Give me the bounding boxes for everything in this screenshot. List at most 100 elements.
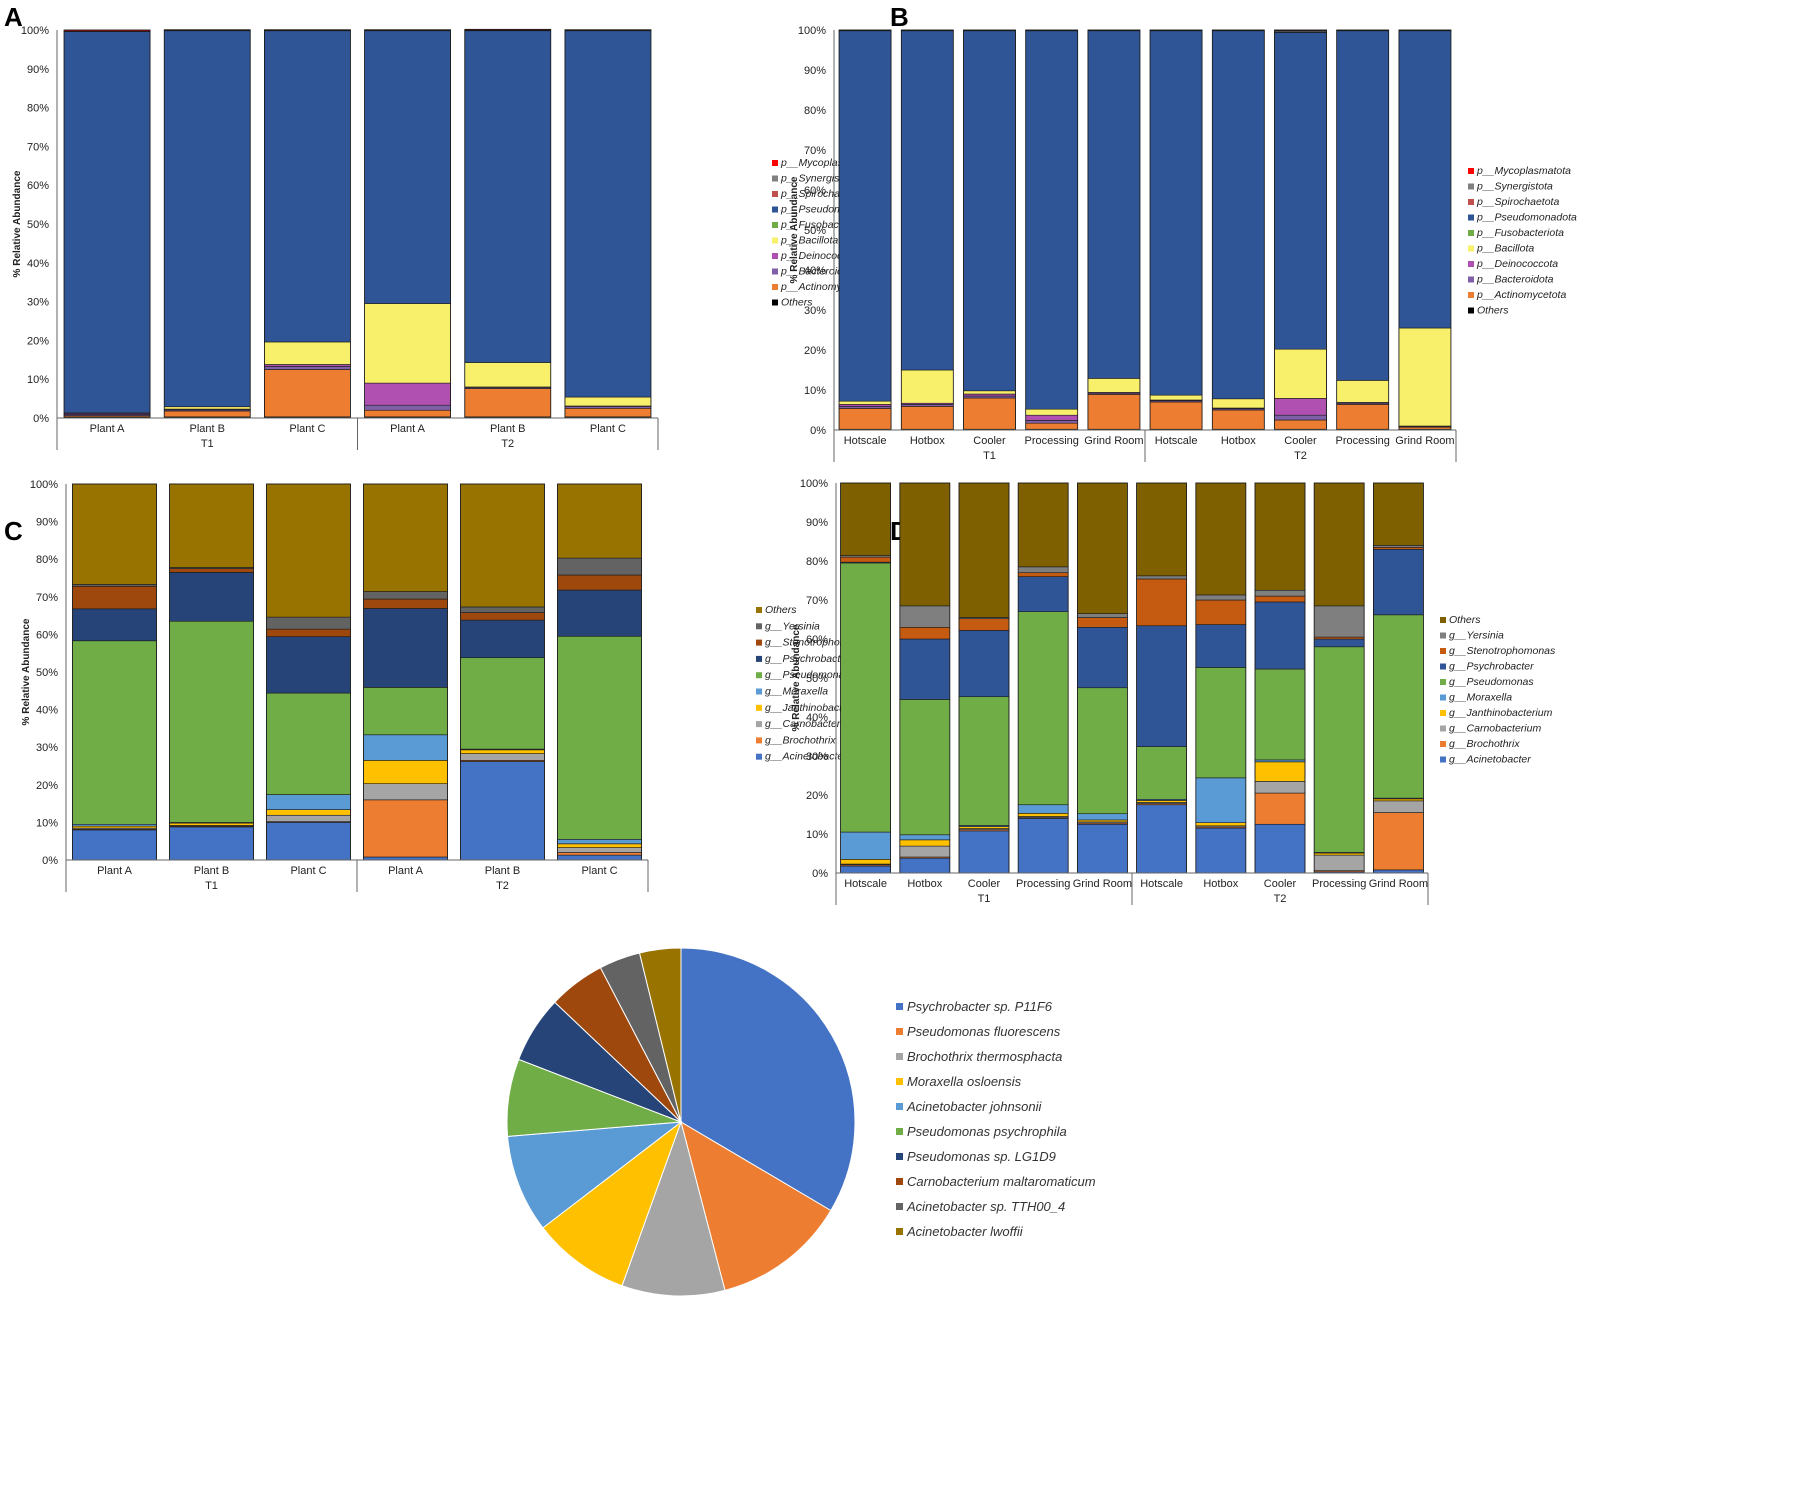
legend-swatch xyxy=(772,284,778,290)
bar-segment xyxy=(169,822,254,826)
y-axis-title: % Relative Abundance xyxy=(12,170,23,277)
legend-swatch xyxy=(1468,245,1474,252)
y-tick-label: 10% xyxy=(804,385,826,397)
bar-segment xyxy=(1195,827,1247,874)
x-category-label: Hotbox xyxy=(1221,435,1256,447)
bar-segment xyxy=(1313,854,1365,871)
y-tick-label: 20% xyxy=(806,790,828,802)
bar-segment xyxy=(1212,398,1265,409)
x-group-label: T2 xyxy=(496,880,509,892)
bar-segment xyxy=(163,410,251,418)
bar-segment xyxy=(1017,813,1069,817)
y-tick-label: 10% xyxy=(806,829,828,841)
bar-segment xyxy=(460,612,545,621)
x-category-label: Processing xyxy=(1016,878,1070,890)
legend-entry: Moraxella osloensis xyxy=(907,1074,1022,1089)
bar-segment xyxy=(266,794,351,810)
legend-swatch xyxy=(756,623,762,630)
bar-segment xyxy=(1254,601,1306,670)
bar-segment xyxy=(464,388,552,418)
y-tick-label: 50% xyxy=(27,219,49,231)
legend-entry: p__Synergistota xyxy=(780,173,857,185)
x-group-label: T2 xyxy=(501,438,514,450)
bar-segment xyxy=(1274,32,1327,350)
legend-swatch xyxy=(772,175,778,182)
bar-segment xyxy=(363,760,448,784)
y-tick-label: 0% xyxy=(33,413,49,425)
legend-swatch xyxy=(1468,261,1474,267)
legend-entry: Pseudomonas sp. LG1D9 xyxy=(907,1149,1056,1164)
bar-segment xyxy=(169,826,254,861)
bar-segment xyxy=(363,687,448,736)
bar-segment xyxy=(364,382,451,406)
bar-segment xyxy=(266,822,351,861)
legend-swatch xyxy=(1440,756,1446,763)
bar-segment xyxy=(72,640,157,825)
legend-swatch xyxy=(1440,679,1446,685)
legend-swatch xyxy=(1468,292,1474,298)
y-tick-label: 40% xyxy=(806,712,828,724)
x-category-label: Hotbox xyxy=(910,435,945,447)
x-category-label: Plant A xyxy=(390,423,426,435)
bar-segment xyxy=(266,809,351,816)
bar-segment xyxy=(963,397,1016,430)
x-category-label: Plant B xyxy=(190,423,225,435)
bar-segment xyxy=(838,30,892,402)
bar-segment xyxy=(958,618,1010,631)
y-tick-label: 60% xyxy=(36,629,58,641)
bar-segment xyxy=(460,657,545,750)
x-category-label: Processing xyxy=(1024,435,1078,447)
y-tick-label: 40% xyxy=(804,265,826,277)
legend-swatch xyxy=(896,1028,903,1035)
bar-segment xyxy=(1336,380,1389,403)
bar-segment xyxy=(1025,30,1078,410)
bar-segment xyxy=(1017,818,1069,874)
legend-swatch xyxy=(1468,307,1474,314)
y-axis-title: % Relative Abundance xyxy=(21,618,32,725)
bar-segment xyxy=(1254,823,1306,874)
bar-segment xyxy=(557,847,642,853)
bar-segment xyxy=(958,696,1010,826)
bar-segment xyxy=(1017,804,1069,814)
bar-segment xyxy=(266,616,351,630)
y-axis-title: % Relative Abundance xyxy=(789,176,800,283)
legend-swatch xyxy=(772,160,778,166)
bar-segment xyxy=(958,482,1010,618)
legend-swatch xyxy=(772,268,778,275)
bar-segment xyxy=(464,30,552,363)
x-category-label: Processing xyxy=(1312,878,1366,890)
bar-segment xyxy=(363,483,448,592)
bar-segment xyxy=(840,865,891,874)
bar-segment xyxy=(958,630,1010,698)
bar-segment xyxy=(363,734,448,761)
x-category-label: Plant A xyxy=(90,423,126,435)
legend-swatch xyxy=(896,1178,903,1185)
legend-entry: p__Mycoplasmatota xyxy=(1476,165,1571,177)
bar-segment xyxy=(1025,408,1078,416)
bar-segment xyxy=(1373,800,1424,813)
x-group-label: T1 xyxy=(978,893,991,905)
x-group-label: T2 xyxy=(1274,893,1287,905)
y-tick-label: 80% xyxy=(806,556,828,568)
bar-segment xyxy=(1254,781,1306,794)
bar-segment xyxy=(1025,414,1078,421)
bar-segment xyxy=(1313,605,1365,638)
bar-segment xyxy=(557,574,642,591)
bar-segment xyxy=(1077,613,1128,618)
bar-segment xyxy=(899,699,951,836)
bar-segment xyxy=(1149,394,1203,401)
legend-swatch xyxy=(772,206,778,213)
legend-entry: g__Moraxella xyxy=(765,686,828,698)
y-tick-label: 70% xyxy=(806,595,828,607)
bar-segment xyxy=(169,620,254,823)
legend-entry: p__Pseudomonadota xyxy=(1476,212,1577,224)
bar-segment xyxy=(1136,482,1187,577)
bar-segment xyxy=(900,369,954,404)
y-tick-label: 20% xyxy=(27,335,49,347)
chart-panel-c: 0% 10% 20% 30% 40% 50% 60% 70% 80% 90% 100% % Relat… xyxy=(21,479,872,892)
legend-swatch xyxy=(1440,725,1446,732)
bar-segment xyxy=(1195,599,1247,625)
x-category-label: Hotscale xyxy=(1140,878,1183,890)
pie-slice xyxy=(507,1121,683,1229)
y-tick-label: 10% xyxy=(27,374,49,386)
